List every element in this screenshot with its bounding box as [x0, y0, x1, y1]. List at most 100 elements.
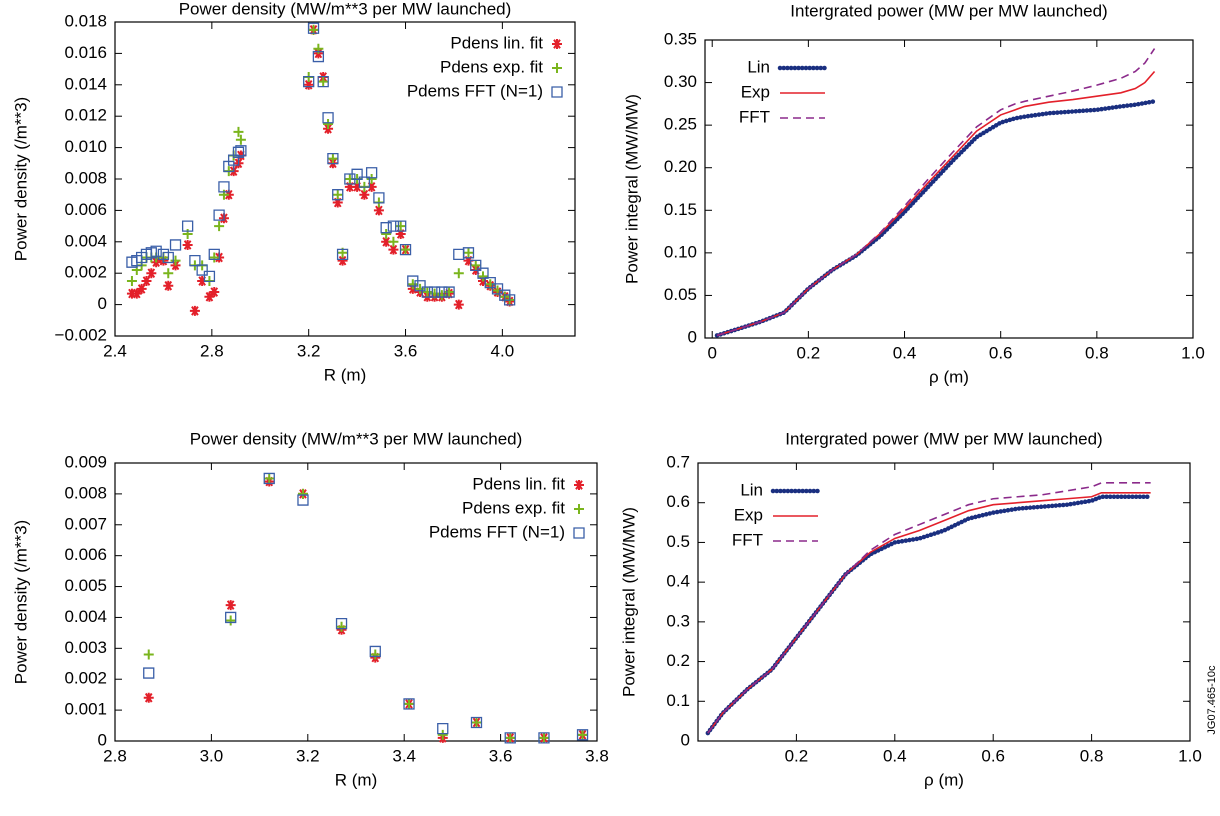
legend-label: Pdems FFT (N=1): [429, 522, 565, 541]
marker: [551, 86, 563, 98]
marker: [169, 239, 182, 251]
plot-frame: [704, 39, 1194, 339]
y-tick-label: 0.10: [664, 242, 697, 261]
marker: [196, 264, 208, 276]
marker: [307, 22, 320, 34]
marker: [204, 291, 215, 302]
marker: [146, 268, 157, 279]
chart-title: Intergrated power (MW per MW launched): [790, 1, 1107, 20]
x-tick-label: 2.4: [103, 341, 127, 360]
marker: [225, 600, 236, 611]
marker: [131, 288, 142, 299]
marker: [463, 247, 474, 258]
marker: [163, 268, 174, 279]
marker: [189, 305, 200, 316]
y-tick-label: 0.002: [64, 263, 107, 282]
legend-label: Exp: [741, 82, 770, 101]
marker: [471, 717, 482, 728]
x-tick-label: 0.2: [797, 343, 821, 362]
marker: [538, 732, 550, 744]
marker: [574, 480, 584, 490]
marker: [209, 287, 220, 298]
marker: [323, 119, 334, 130]
x-tick-label: 3.2: [296, 746, 320, 765]
x-tick-label: 0.4: [883, 746, 907, 765]
marker: [484, 276, 496, 289]
marker: [157, 248, 170, 261]
marker: [470, 260, 481, 271]
marker: [145, 247, 157, 259]
marker: [143, 649, 154, 660]
marker: [504, 732, 516, 744]
y-tick-label: 0.016: [64, 43, 107, 62]
legend-label: Pdems FFT (N=1): [407, 81, 543, 100]
y-tick-label: 0.001: [64, 700, 107, 719]
marker: [126, 256, 138, 268]
y-axis-label: Power integral (MW/MW): [619, 507, 638, 697]
plot-frame: [697, 462, 1191, 742]
y-tick-label: 0.008: [64, 483, 107, 502]
legend-label: Lin: [740, 480, 763, 499]
marker: [499, 289, 511, 301]
marker: [491, 283, 504, 295]
x-tick-label: 0.8: [1080, 746, 1104, 765]
marker: [422, 287, 433, 298]
marker: [462, 247, 475, 259]
chart-title: Power density (MW/m**3 per MW launched): [190, 429, 523, 448]
x-axis-label: R (m): [335, 770, 377, 789]
y-tick-label: 0.008: [64, 168, 107, 187]
legend-label: FFT: [732, 530, 763, 549]
x-tick-label: 0.6: [989, 343, 1013, 362]
y-tick-label: 0: [98, 294, 107, 313]
marker: [373, 205, 384, 216]
x-tick-label: 2.8: [200, 341, 224, 360]
marker: [576, 729, 589, 741]
marker: [162, 251, 174, 264]
marker: [327, 153, 338, 164]
marker: [503, 294, 516, 306]
marker: [126, 276, 137, 287]
marker: [444, 287, 455, 298]
data-line: [705, 494, 1153, 736]
y-tick-label: 0.2: [666, 651, 690, 670]
y-tick-label: 0.30: [664, 72, 697, 91]
y-tick-label: 0.7: [666, 452, 690, 471]
y-tick-label: 0: [98, 730, 107, 749]
marker: [352, 181, 363, 192]
plot-frame: [114, 462, 598, 742]
marker: [214, 221, 225, 232]
y-tick-label: 0.014: [64, 74, 107, 93]
marker: [317, 76, 329, 88]
marker: [365, 167, 378, 179]
y-tick-label: 0.007: [64, 514, 107, 533]
marker: [443, 286, 455, 298]
x-tick-label: 0.8: [1085, 343, 1109, 362]
marker: [577, 729, 588, 740]
y-tick-label: 0: [688, 327, 697, 346]
marker: [505, 732, 516, 743]
x-tick-label: 3.6: [394, 341, 418, 360]
x-tick-label: 1.0: [1178, 746, 1202, 765]
marker: [399, 244, 412, 256]
marker: [370, 649, 381, 660]
marker: [359, 189, 370, 200]
data-line: [716, 48, 1156, 337]
marker: [141, 276, 152, 287]
marker: [437, 722, 449, 735]
y-tick-label: 0.018: [64, 11, 107, 30]
marker: [437, 729, 448, 740]
marker: [143, 692, 154, 703]
y-tick-label: 0.25: [664, 115, 697, 134]
data-line: [714, 99, 1157, 338]
panel: Power density (MW/m**3 per MW launched) R…: [11, 429, 608, 789]
x-tick-label: 3.4: [392, 746, 416, 765]
marker: [150, 245, 162, 257]
marker: [218, 181, 230, 193]
marker: [366, 181, 377, 192]
marker: [208, 248, 220, 261]
marker: [344, 181, 355, 192]
marker: [232, 146, 245, 158]
marker: [395, 220, 407, 232]
y-tick-label: −0.002: [55, 325, 107, 344]
